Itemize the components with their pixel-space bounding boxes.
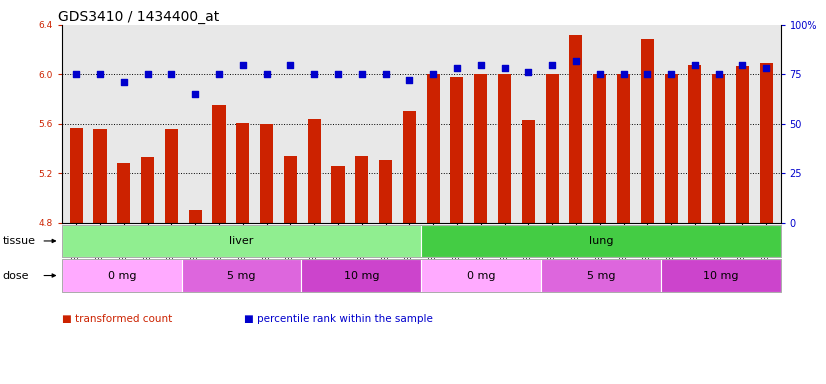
Bar xyxy=(403,111,416,384)
Bar xyxy=(712,74,725,384)
Point xyxy=(212,71,225,78)
Bar xyxy=(379,160,392,384)
Bar xyxy=(522,120,535,384)
Bar xyxy=(260,124,273,384)
Text: 5 mg: 5 mg xyxy=(227,270,256,281)
Point xyxy=(545,61,558,68)
Bar xyxy=(688,65,701,384)
Bar xyxy=(450,77,463,384)
Text: 10 mg: 10 mg xyxy=(703,270,738,281)
Text: 10 mg: 10 mg xyxy=(344,270,379,281)
Text: 0 mg: 0 mg xyxy=(467,270,496,281)
Point xyxy=(712,71,725,78)
Point xyxy=(617,71,630,78)
Bar xyxy=(736,66,749,384)
Bar xyxy=(284,156,297,384)
Bar xyxy=(617,74,630,384)
Point xyxy=(403,77,416,83)
Point xyxy=(569,58,582,64)
Point xyxy=(331,71,344,78)
Bar xyxy=(93,129,107,384)
Bar xyxy=(474,74,487,384)
Bar xyxy=(426,74,439,384)
Point xyxy=(188,91,202,97)
Bar xyxy=(331,166,344,384)
Bar xyxy=(569,35,582,384)
Bar xyxy=(117,163,131,384)
Point xyxy=(474,61,487,68)
Bar xyxy=(641,38,654,384)
Text: ■ percentile rank within the sample: ■ percentile rank within the sample xyxy=(244,314,433,324)
Point xyxy=(498,65,511,71)
Point xyxy=(117,79,131,85)
Point xyxy=(736,61,749,68)
Bar xyxy=(546,74,558,384)
Bar xyxy=(593,74,606,384)
Bar xyxy=(165,129,178,384)
Bar xyxy=(760,63,773,384)
Point xyxy=(165,71,178,78)
Point xyxy=(307,71,320,78)
Bar xyxy=(141,157,154,384)
Point xyxy=(760,65,773,71)
Point xyxy=(355,71,368,78)
Point xyxy=(93,71,107,78)
Point xyxy=(236,61,249,68)
Point xyxy=(260,71,273,78)
Point xyxy=(450,65,463,71)
Bar xyxy=(236,122,249,384)
Bar xyxy=(307,119,320,384)
Point xyxy=(379,71,392,78)
Point xyxy=(522,70,535,76)
Point xyxy=(688,61,701,68)
Bar xyxy=(212,105,225,384)
Point xyxy=(426,71,439,78)
Text: GDS3410 / 1434400_at: GDS3410 / 1434400_at xyxy=(59,10,220,24)
Point xyxy=(593,71,606,78)
Bar xyxy=(69,127,83,384)
Bar xyxy=(665,74,677,384)
Text: 5 mg: 5 mg xyxy=(586,270,615,281)
Text: tissue: tissue xyxy=(2,236,36,246)
Point xyxy=(141,71,154,78)
Text: liver: liver xyxy=(230,236,254,246)
Point xyxy=(69,71,83,78)
Text: lung: lung xyxy=(589,236,613,246)
Point xyxy=(641,71,654,78)
Bar xyxy=(498,74,511,384)
Bar xyxy=(188,210,202,384)
Text: 0 mg: 0 mg xyxy=(107,270,136,281)
Point xyxy=(284,61,297,68)
Text: ■ transformed count: ■ transformed count xyxy=(62,314,172,324)
Text: dose: dose xyxy=(2,270,29,281)
Bar xyxy=(355,156,368,384)
Point xyxy=(664,71,677,78)
